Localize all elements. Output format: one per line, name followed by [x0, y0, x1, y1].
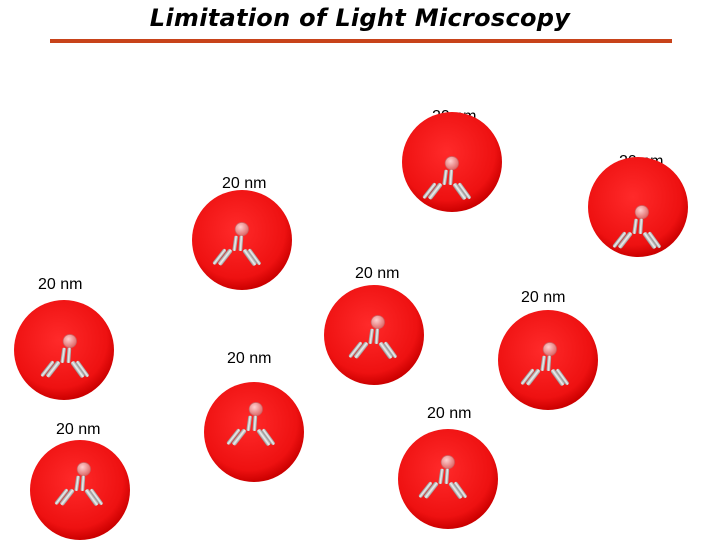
antibody-icon — [498, 310, 598, 410]
particle-9 — [28, 438, 132, 542]
size-label: 20 nm — [38, 276, 83, 293]
size-label: 20 nm — [427, 405, 472, 422]
size-label: 20 nm — [355, 265, 400, 282]
antibody-icon — [204, 382, 304, 482]
antibody-icon — [324, 285, 424, 385]
particle-7 — [202, 380, 306, 484]
title-underline — [50, 39, 672, 43]
size-label: 20 nm — [56, 421, 101, 438]
antibody-icon — [192, 190, 292, 290]
particle-5 — [12, 298, 116, 402]
antibody-icon — [398, 429, 498, 529]
size-label: 20 nm — [227, 350, 272, 367]
antibody-icon — [588, 157, 688, 257]
size-label: 20 nm — [521, 289, 566, 306]
slide-title: Limitation of Light Microscopy — [149, 4, 571, 32]
particle-1 — [400, 110, 504, 214]
antibody-icon — [30, 440, 130, 540]
antibody-icon — [14, 300, 114, 400]
particle-6 — [496, 308, 600, 412]
particle-8 — [396, 427, 500, 531]
particle-3 — [190, 188, 294, 292]
size-label: 20 nm — [222, 175, 267, 192]
antibody-icon — [402, 112, 502, 212]
particle-2 — [586, 155, 690, 259]
particle-4 — [322, 283, 426, 387]
